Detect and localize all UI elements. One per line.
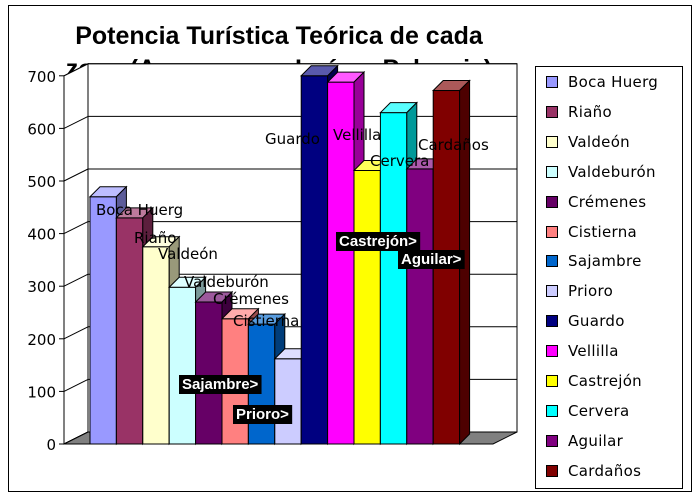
legend-item: Valdeón (546, 133, 630, 151)
legend-item: Guardo (546, 312, 625, 330)
bar-8 (300, 75, 329, 445)
side-wall (63, 62, 89, 445)
bar-10 (353, 169, 381, 445)
legend-item: Cistierna (546, 223, 637, 241)
legend-label: Boca Huerg (568, 73, 659, 91)
data-label-box-10 (336, 232, 421, 251)
data-label-11: Cervera (370, 152, 429, 170)
legend-label: Sajambre (568, 252, 642, 271)
legend-item: Sajambre (546, 252, 642, 270)
bar-4 (195, 301, 223, 445)
legend-label: Riaño (568, 102, 612, 121)
legend-swatch (546, 225, 558, 238)
bar-12 (406, 168, 434, 445)
legend-label: Aguilar (568, 431, 624, 450)
y-tick-label: 400 (27, 226, 56, 244)
legend-item: Crémenes (546, 193, 646, 211)
bar-2 (142, 246, 170, 445)
legend-swatch (546, 345, 558, 358)
y-tick-label: 700 (27, 68, 56, 86)
legend-swatch (546, 76, 558, 88)
legend-item: Vellilla (546, 342, 619, 360)
data-label-6: Sajambre> (182, 376, 259, 393)
data-label-box-7 (233, 405, 293, 424)
data-label-1: Riaño (134, 229, 176, 247)
legend-swatch (546, 375, 558, 387)
legend-item: Castrejón (546, 372, 642, 390)
y-tick-label: 0 (46, 436, 56, 454)
gridline-side (63, 221, 89, 235)
bar-1 (115, 217, 144, 445)
legend-label: Cervera (568, 401, 630, 420)
data-label-10: Castrejón> (339, 233, 417, 250)
legend-swatch (546, 404, 558, 417)
gridline-side (63, 63, 89, 77)
legend-label: Prioro (568, 282, 614, 301)
data-label-5: Cistierna (233, 312, 299, 330)
legend-swatch (546, 135, 558, 148)
bar-7 (274, 358, 302, 445)
y-tick-label: 300 (27, 278, 56, 296)
legend-item: Aguilar (546, 432, 623, 450)
data-label-2: Valdeón (158, 245, 218, 263)
legend-item: Boca Huerg (546, 73, 658, 91)
legend-label: Guardo (568, 312, 625, 331)
legend-label: Valdeburón (568, 162, 656, 181)
bar-9 (327, 81, 355, 445)
data-label-box-12 (398, 250, 465, 269)
gridline-side (63, 168, 89, 182)
gridline-side (63, 326, 89, 340)
y-tick-label: 100 (27, 383, 56, 401)
legend-swatch (546, 315, 558, 328)
legend: Boca Huerg Riaño Valdeón Valdeburón Crémenes… (535, 66, 683, 489)
bar-0 (89, 196, 117, 445)
legend-swatch (546, 165, 558, 178)
legend-swatch (546, 285, 558, 298)
legend-label: Cistierna (568, 222, 638, 241)
legend-swatch (546, 105, 558, 118)
data-label-box-6 (179, 375, 262, 394)
legend-label: Valdeón (568, 132, 630, 151)
y-tick-label: 600 (27, 120, 56, 138)
legend-item: Cervera (546, 402, 629, 420)
gridline-side (63, 273, 89, 287)
legend-swatch (546, 195, 558, 208)
legend-item: Prioro (546, 282, 613, 300)
legend-label: Castrejón (568, 372, 642, 390)
legend-item: Riaño (546, 103, 612, 121)
gridline-side (63, 115, 89, 129)
legend-label: Crémenes (568, 192, 647, 211)
y-tick-label: 200 (27, 331, 56, 349)
legend-label: Vellilla (568, 342, 619, 361)
legend-swatch (546, 464, 558, 477)
legend-item: Valdeburón (546, 163, 656, 181)
data-label-7: Prioro> (236, 406, 289, 423)
data-label-3: Valdeburón (184, 273, 269, 291)
data-label-4: Crémenes (213, 290, 289, 308)
data-label-8: Guardo (265, 130, 320, 148)
data-label-0: Boca Huerg (96, 201, 183, 219)
legend-swatch (546, 255, 558, 268)
gridline-side (63, 378, 89, 392)
data-label-9: Vellilla (333, 126, 381, 144)
legend-swatch (546, 434, 558, 447)
data-label-12: Aguilar> (401, 251, 462, 268)
data-label-13: Cardaños (418, 136, 489, 154)
legend-item: Cardaños (546, 462, 641, 480)
legend-label: Cardaños (568, 461, 642, 480)
y-tick-label: 500 (27, 173, 56, 191)
bar-3 (168, 286, 197, 445)
